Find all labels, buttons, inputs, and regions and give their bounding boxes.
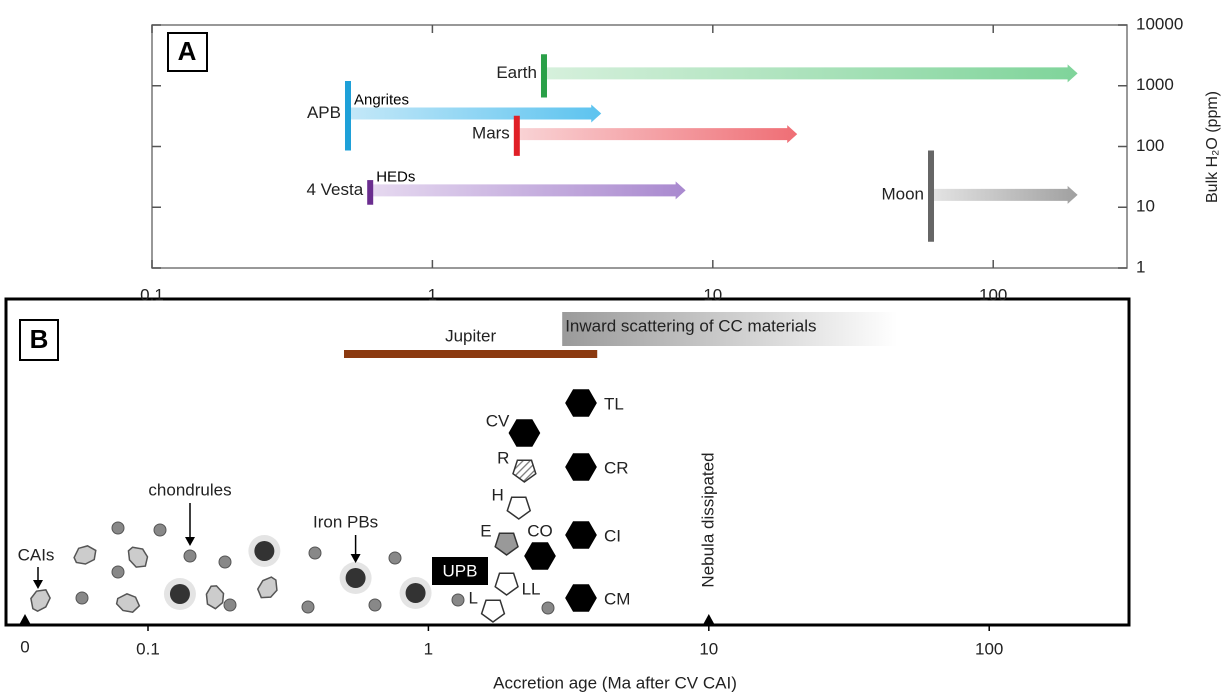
panel-label: A <box>178 36 197 66</box>
x-axis-label: Accretion age (Ma after CV CAI) <box>493 673 737 692</box>
chondrule <box>308 546 322 560</box>
x-tick-label: 10 <box>699 639 718 658</box>
iron-pb <box>345 568 366 588</box>
cai <box>205 585 225 610</box>
series-label: Earth <box>496 63 537 82</box>
iron-pb <box>169 584 190 604</box>
bar-label: Inward scattering of CC materials <box>565 316 816 335</box>
series-sublabel: HEDs <box>376 168 415 185</box>
arrow <box>931 185 1078 204</box>
x-tick-label: 0 <box>20 637 29 656</box>
annotation: Nebula dissipated <box>698 452 717 587</box>
annotation: chondrules <box>148 480 231 499</box>
series-sublabel: Angrites <box>354 91 409 108</box>
meteorite-group <box>494 532 519 556</box>
arrowhead <box>33 580 43 589</box>
group-label: CI <box>604 526 621 545</box>
iron-pb <box>405 583 426 603</box>
group-label: H <box>491 485 503 504</box>
chondrule <box>111 565 125 579</box>
x-tick-label: 1 <box>428 285 437 304</box>
annotation: CAIs <box>18 545 55 564</box>
x-tick-label: 0.1 <box>140 285 164 304</box>
chondrule <box>183 549 197 563</box>
annotation: UPB <box>443 561 478 580</box>
group-label: CV <box>486 411 510 430</box>
panel-b-frame <box>4 297 1131 627</box>
arrow <box>516 125 798 144</box>
meteorite-group <box>512 459 537 483</box>
chondrule <box>153 523 167 537</box>
group-label: E <box>480 521 491 540</box>
group-label: R <box>497 448 509 467</box>
scatter-band <box>562 312 898 346</box>
chondrule <box>75 591 89 605</box>
bar-label: Jupiter <box>445 326 496 345</box>
meteorite-group <box>565 389 597 417</box>
y-tick-label: 100 <box>1136 136 1164 155</box>
upb-box <box>432 557 488 585</box>
x-tick-label: 100 <box>975 639 1003 658</box>
group-label: TL <box>604 394 624 413</box>
chondrule <box>218 555 232 569</box>
group-label: L <box>469 588 478 607</box>
x-tick-label: 100 <box>979 285 1007 304</box>
group-label: CM <box>604 589 630 608</box>
arrowhead <box>185 537 195 546</box>
y-tick-label: 10 <box>1136 197 1155 216</box>
y-tick-label: 1000 <box>1136 75 1174 94</box>
meteorite-group <box>565 584 597 612</box>
cai <box>73 545 97 565</box>
chondrule <box>223 598 237 612</box>
chondrule <box>388 551 402 565</box>
panel-a-frame <box>151 24 1128 269</box>
chondrule <box>301 600 315 614</box>
cai <box>127 546 149 568</box>
group-label: CR <box>604 458 629 477</box>
meteorite-group <box>565 521 597 549</box>
origin-marker <box>19 614 31 625</box>
panel-label: B <box>30 324 49 354</box>
iron-pb <box>254 541 275 561</box>
cai <box>30 589 51 612</box>
meteorite-group <box>494 572 519 596</box>
chondrule <box>368 598 382 612</box>
meteorite-group <box>508 419 541 447</box>
cai <box>115 593 141 613</box>
meteorite-group <box>480 599 506 623</box>
chondrule <box>541 601 555 615</box>
chondrule <box>451 593 465 607</box>
nebula-marker <box>702 614 715 625</box>
meteorite-group <box>565 453 597 481</box>
arrow <box>543 64 1078 83</box>
series-label: Moon <box>881 184 924 203</box>
series-label: Mars <box>472 124 510 143</box>
x-tick-label: 1 <box>424 639 433 658</box>
panel-label-box <box>167 32 208 72</box>
x-tick-label: 10 <box>703 285 722 304</box>
arrowhead <box>350 554 361 563</box>
group-label: LL <box>522 579 541 598</box>
arrow <box>347 104 602 123</box>
group-label: CO <box>527 521 553 540</box>
y-tick-label: 10000 <box>1136 14 1183 33</box>
series-label: APB <box>307 103 341 122</box>
annotation: Iron PBs <box>313 512 378 531</box>
meteorite-group <box>524 542 556 570</box>
y-axis-label: Bulk H₂O (ppm) <box>1204 91 1221 203</box>
meteorite-group <box>506 496 532 520</box>
jupiter-bar <box>343 350 598 358</box>
series-label: 4 Vesta <box>306 180 363 199</box>
x-tick-label: 0.1 <box>136 639 160 658</box>
chondrule <box>111 521 125 535</box>
y-tick-label: 1 <box>1136 257 1145 276</box>
cai <box>256 576 278 599</box>
panel-label-box <box>19 319 59 361</box>
arrow <box>370 181 686 200</box>
